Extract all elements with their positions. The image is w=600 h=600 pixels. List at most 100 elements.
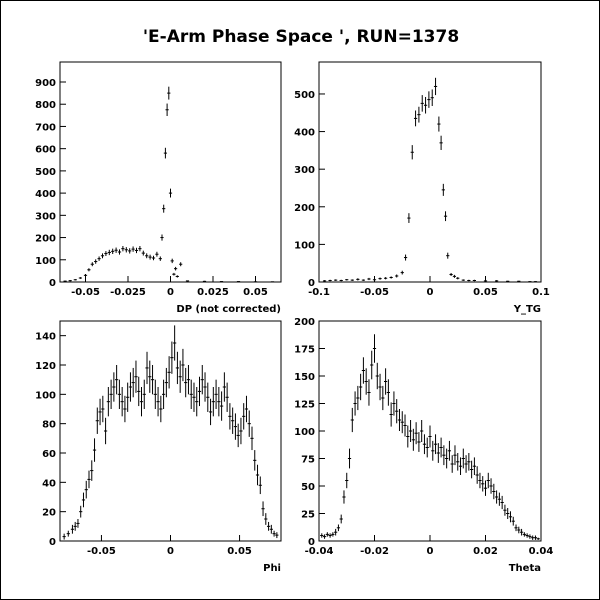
theta-data-point: [525, 533, 529, 538]
theta-data-point: [536, 537, 540, 540]
theta-x-tick-label: -0.02: [360, 546, 389, 557]
phi-y-tick-label: 80: [42, 420, 56, 431]
phi-data-point: [70, 524, 75, 534]
phi-data-point: [272, 530, 276, 537]
phi-data-point: [173, 325, 177, 361]
dp-data-point: [100, 253, 105, 259]
phi-data-point: [250, 426, 254, 451]
phi-data-point: [225, 382, 229, 412]
phi-data-point: [242, 403, 246, 430]
ytg-data-point: [339, 279, 343, 282]
dp-data-point: [121, 246, 125, 252]
theta-data-point: [497, 492, 501, 506]
ytg-y-tick-label: 100: [294, 240, 315, 251]
dp-data-point: [167, 86, 171, 100]
theta-data-point: [500, 495, 504, 510]
phi-data-point: [156, 387, 160, 417]
theta-data-point: [422, 434, 427, 455]
theta-data-point: [458, 457, 463, 475]
phi-y-tick-label: 140: [35, 332, 56, 343]
phi-data-point: [178, 360, 182, 393]
theta-data-point: [503, 504, 507, 516]
dp-data-point: [111, 248, 115, 254]
phi-data-point: [208, 398, 213, 426]
phi-y-tick-label: 120: [35, 361, 56, 372]
theta-data-point: [506, 508, 510, 519]
phi-data-point: [181, 348, 185, 382]
ytg-data-point: [403, 254, 408, 261]
phi-data-point: [84, 480, 88, 499]
ytg-data-point: [322, 280, 327, 282]
ytg-data-point: [384, 277, 388, 280]
theta-data-point: [372, 334, 377, 363]
dp-data-point: [174, 266, 178, 271]
ytg-plot-frame: [318, 61, 542, 283]
ytg-data-point: [430, 89, 434, 106]
theta-data-point: [481, 476, 485, 492]
theta-data-point: [472, 457, 476, 475]
theta-data-point: [347, 448, 352, 469]
dp-data-point: [128, 248, 132, 254]
theta-y-tick-label: 50: [301, 482, 315, 493]
ytg-data-point: [443, 211, 448, 222]
ytg-data-point: [441, 183, 445, 196]
phi-data-point: [79, 505, 83, 518]
theta-data-point: [400, 411, 404, 434]
theta-data-point: [442, 445, 446, 466]
theta-data-point: [531, 535, 535, 540]
theta-data-point: [359, 373, 363, 401]
dp-data-point: [160, 234, 164, 241]
dp-data-point: [63, 280, 67, 282]
theta-data-point: [483, 480, 488, 496]
dp-data-point: [83, 274, 88, 277]
dp-data-point: [97, 256, 101, 261]
theta-y-tick-label: 100: [294, 427, 315, 438]
ytg-data-point: [420, 95, 424, 112]
theta-data-point: [367, 379, 371, 406]
theta-histogram-panel: -0.04 -0.02 0 0.02 0.04 0 25 50 75 100 125 150 175 20…: [294, 317, 553, 574]
theta-data-point: [408, 420, 413, 442]
phi-x-axis-label: Phi: [263, 563, 281, 574]
phi-data-point: [239, 417, 243, 445]
dp-x-tick-label: 0: [167, 287, 174, 298]
ytg-data-point: [452, 274, 457, 278]
phi-data-point: [233, 413, 238, 440]
ytg-data-point: [378, 277, 382, 280]
ytg-data-point: [345, 278, 349, 281]
ytg-data-point: [439, 135, 443, 150]
theta-data-point: [445, 448, 449, 469]
phi-data-point: [101, 395, 105, 423]
dp-data-point: [151, 255, 156, 261]
theta-data-point: [370, 350, 374, 380]
theta-y-tick-label: 200: [294, 317, 315, 328]
theta-data-point: [325, 532, 329, 537]
ytg-data-point: [367, 277, 371, 281]
phi-data-point: [153, 379, 157, 409]
dp-y-tick-label: 300: [35, 211, 56, 222]
ytg-data-point: [483, 280, 488, 282]
dp-data-point: [158, 256, 162, 261]
theta-data-point: [519, 528, 524, 536]
phi-data-point: [148, 360, 152, 393]
dp-data-point: [124, 247, 128, 253]
theta-data-point: [381, 385, 385, 411]
phi-data-point: [247, 410, 251, 437]
dp-y-tick-label: 800: [35, 100, 56, 111]
ytg-y-tick-label: 500: [294, 90, 315, 101]
dp-data-point: [155, 251, 159, 257]
dp-x-tick-label: 0.025: [197, 287, 229, 298]
phi-data-point: [192, 382, 196, 412]
dp-x-tick-label: -0.05: [71, 287, 100, 298]
dp-data-point: [172, 272, 176, 276]
ytg-data-point: [433, 77, 438, 96]
ytg-data-point: [517, 280, 521, 282]
theta-y-tick-label: 25: [301, 510, 315, 521]
ytg-data-point: [407, 213, 411, 223]
theta-data-point: [433, 434, 438, 455]
dp-data-point: [175, 275, 179, 278]
ytg-y-tick-label: 300: [294, 165, 315, 176]
theta-data-point: [328, 533, 332, 538]
ytg-x-axis-label: Y_TG: [513, 304, 541, 315]
theta-data-point: [436, 443, 440, 463]
